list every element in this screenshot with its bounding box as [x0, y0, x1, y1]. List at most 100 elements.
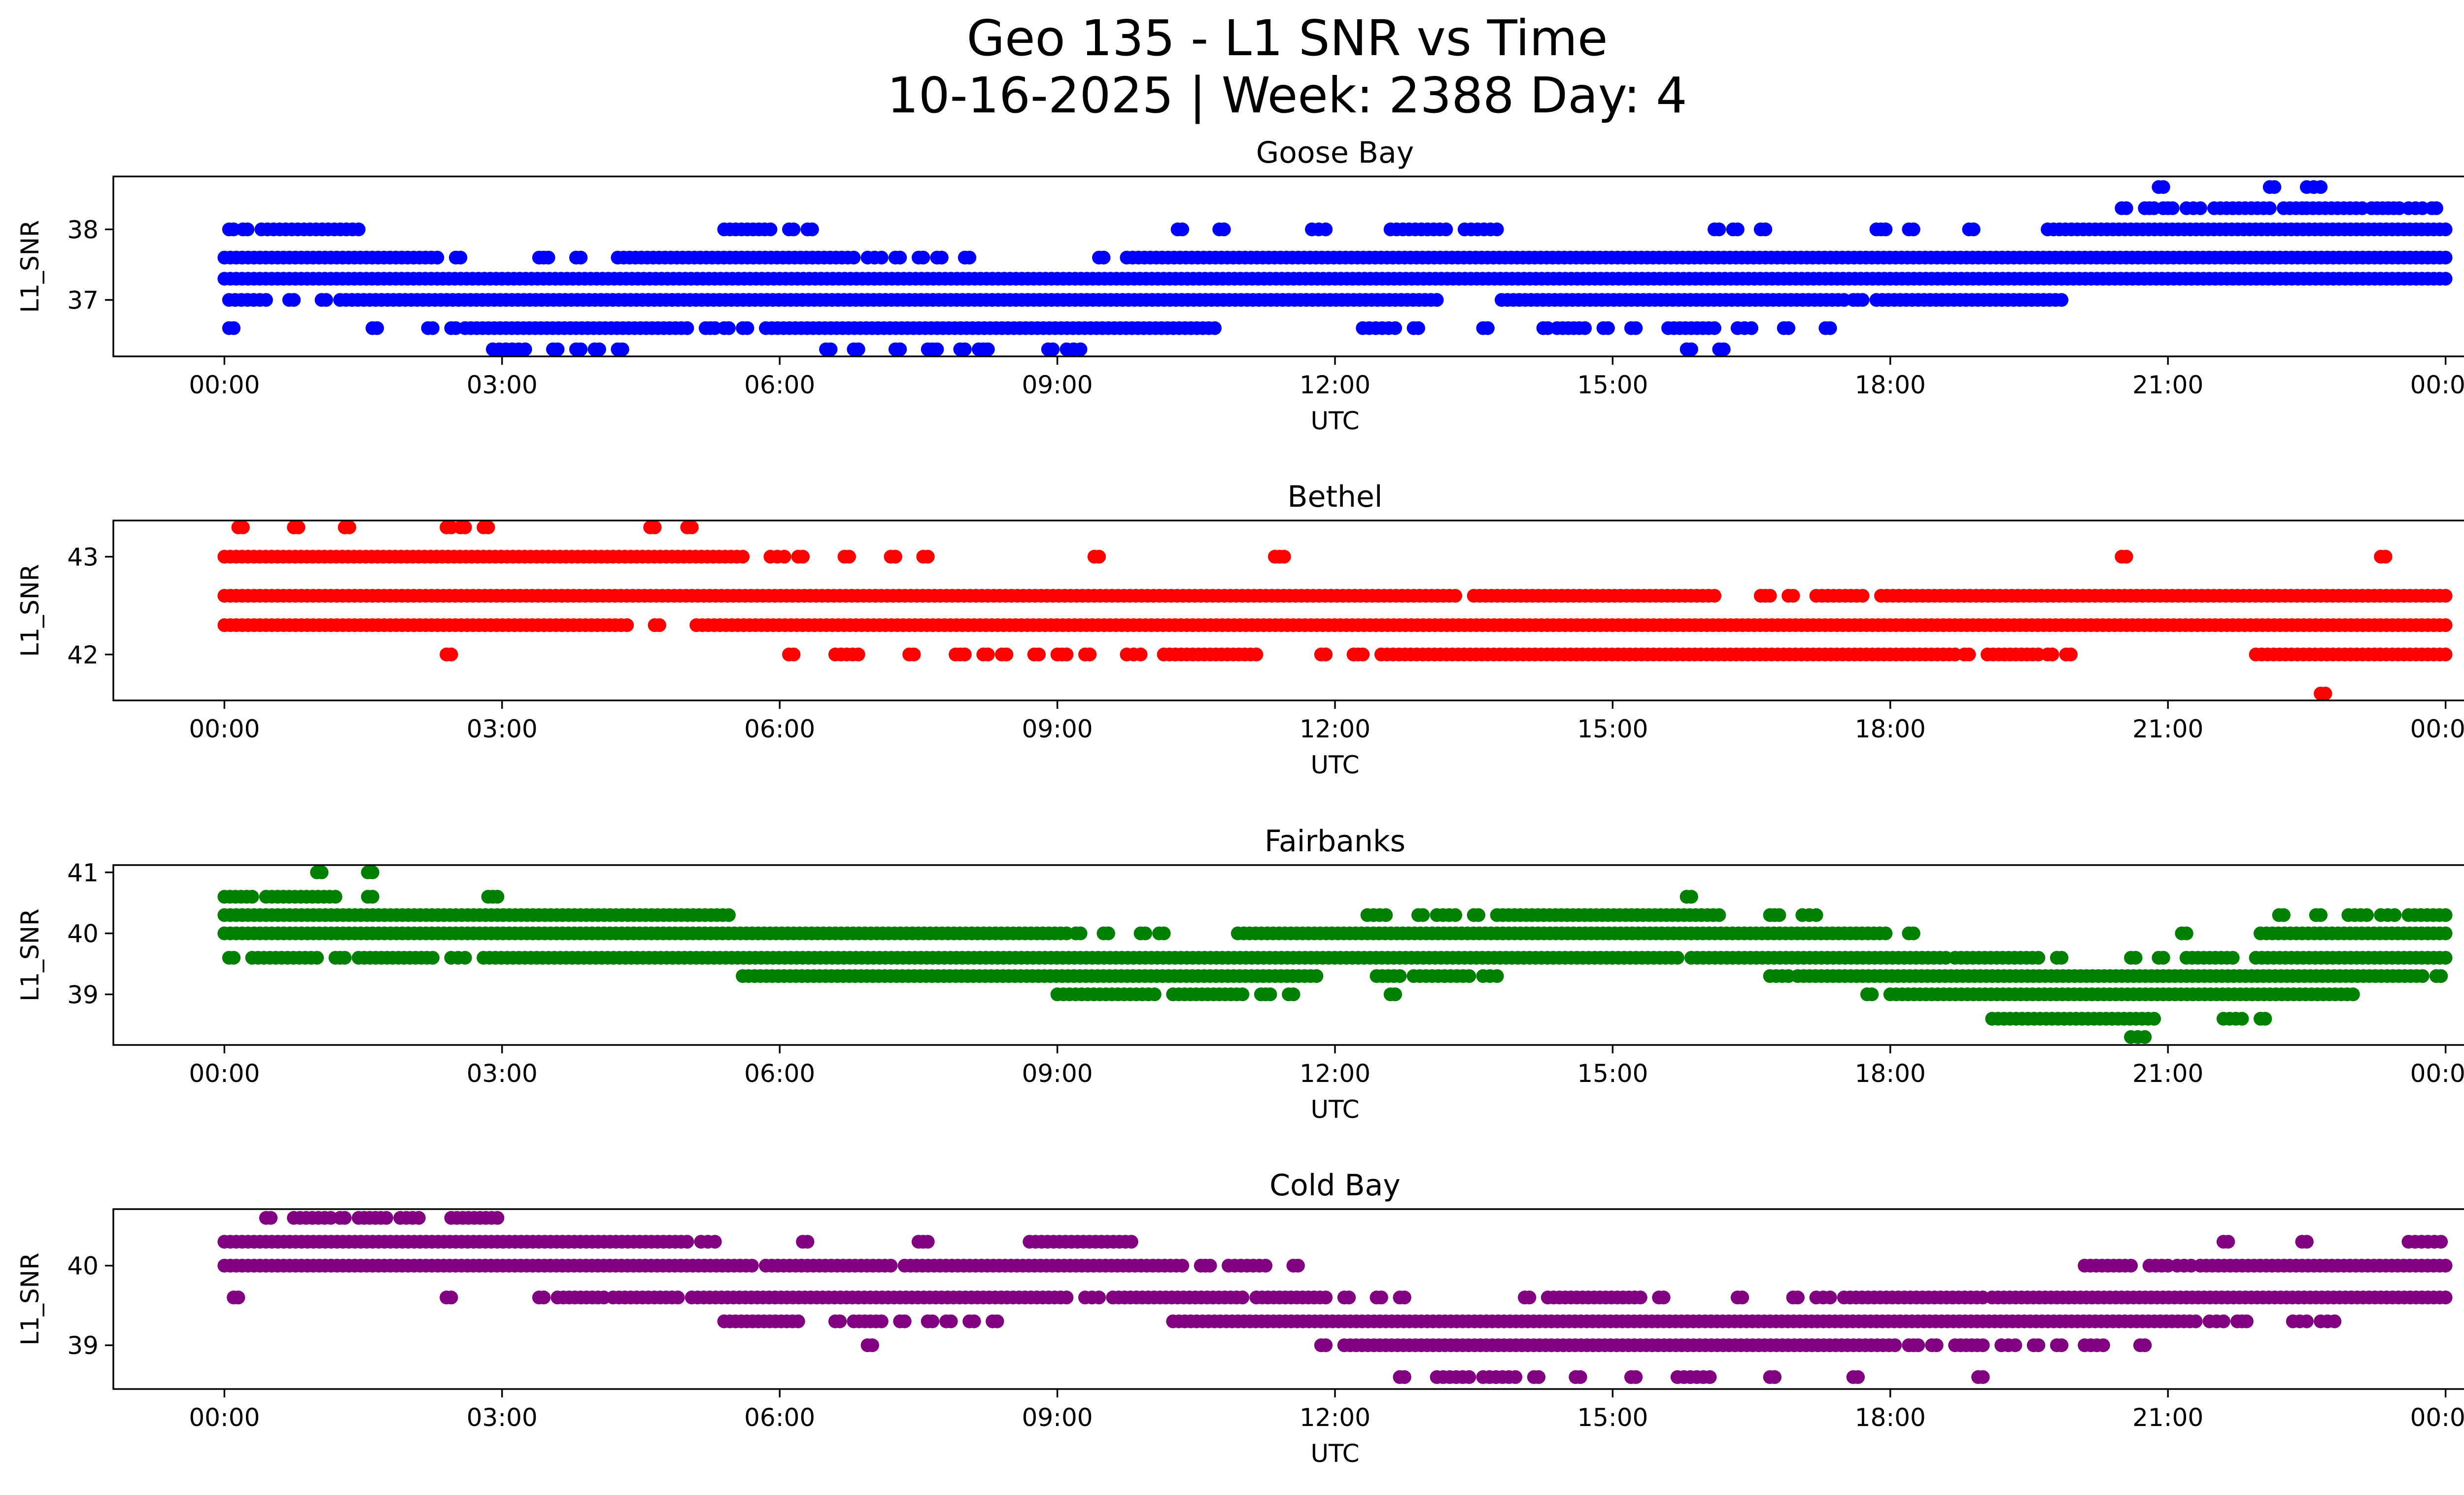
x-tick-label: 06:00 [744, 1403, 815, 1432]
data-point [2438, 250, 2453, 265]
data-point [1962, 647, 1976, 661]
data-point [425, 321, 440, 335]
data-point [1730, 222, 1745, 237]
data-point [541, 250, 555, 265]
data-point [2128, 951, 2143, 965]
data-point [1601, 321, 1615, 335]
data-point [2156, 951, 2170, 965]
data-point [2438, 272, 2453, 286]
data-point [490, 1211, 505, 1225]
y-axis-label: L1_SNR [16, 908, 44, 1002]
data-point [1712, 222, 1726, 237]
data-point [574, 342, 588, 356]
data-point [1929, 1338, 1944, 1353]
data-point [1138, 926, 1152, 940]
data-point [236, 521, 250, 534]
data-point [1703, 1370, 1717, 1384]
data-point [338, 1211, 352, 1225]
data-point [1073, 926, 1088, 940]
data-point [2438, 222, 2453, 237]
data-point [1388, 321, 1403, 335]
data-point [2239, 1314, 2254, 1328]
data-point [1490, 969, 1504, 983]
data-point [227, 321, 241, 335]
data-point [365, 865, 379, 879]
data-point [1073, 342, 1088, 356]
x-tick-label: 12:00 [1300, 1403, 1370, 1432]
data-point [2008, 1338, 2022, 1353]
panel-title: Fairbanks [1265, 824, 1405, 859]
data-point [888, 550, 902, 564]
data-point [2156, 180, 2170, 194]
data-point [231, 1290, 245, 1305]
data-point [2262, 201, 2277, 215]
data-point [721, 908, 736, 922]
x-tick-label: 06:00 [744, 371, 815, 399]
data-point [1629, 321, 1643, 335]
data-point [2429, 201, 2443, 215]
data-point [365, 890, 379, 904]
data-point [1745, 321, 1759, 335]
data-point [1708, 321, 1721, 335]
data-point [2378, 550, 2393, 564]
data-point [2415, 969, 2430, 983]
x-tick-label: 00:00 [2410, 715, 2464, 743]
x-axis-label: UTC [1310, 1439, 1359, 1468]
data-point [1966, 222, 1981, 237]
data-point [2299, 1314, 2314, 1328]
data-point [1259, 1258, 1273, 1273]
data-point [2438, 589, 2453, 603]
data-point [2360, 908, 2374, 922]
data-point [1578, 321, 1592, 335]
data-point [1786, 589, 1800, 603]
data-point [2221, 1235, 2235, 1249]
x-tick-label: 15:00 [1577, 1059, 1648, 1088]
data-point [796, 550, 810, 564]
data-point [874, 250, 889, 265]
data-point [1855, 589, 1870, 603]
x-tick-label: 12:00 [1300, 715, 1370, 743]
data-point [1763, 589, 1777, 603]
data-point [1448, 589, 1463, 603]
data-point [897, 1314, 912, 1328]
x-tick-label: 00:00 [189, 371, 260, 399]
y-tick-label: 42 [67, 641, 99, 669]
data-point [1480, 321, 1495, 335]
x-tick-label: 09:00 [1022, 1403, 1093, 1432]
data-point [1522, 1290, 1537, 1305]
data-point [1286, 987, 1300, 1002]
data-point [805, 222, 819, 237]
y-tick-label: 40 [67, 920, 99, 948]
data-point [1217, 222, 1231, 237]
data-point [1060, 1290, 1074, 1305]
data-point [907, 647, 921, 661]
data-point [620, 618, 634, 632]
x-tick-label: 06:00 [744, 715, 815, 743]
data-point [2119, 201, 2133, 215]
data-point [2438, 618, 2453, 632]
data-point [684, 521, 699, 534]
data-point [708, 1235, 722, 1249]
y-tick-label: 38 [67, 215, 99, 244]
data-point [851, 647, 865, 661]
x-tick-label: 21:00 [2132, 1403, 2203, 1432]
data-point [1781, 321, 1796, 335]
y-tick-label: 41 [67, 859, 99, 887]
data-point [787, 222, 801, 237]
x-tick-label: 03:00 [467, 1403, 538, 1432]
x-axis-label: UTC [1310, 407, 1359, 435]
x-tick-label: 18:00 [1855, 715, 1926, 743]
data-point [680, 1235, 694, 1249]
x-tick-label: 21:00 [2132, 371, 2203, 399]
data-point [1430, 293, 1444, 307]
data-point [1772, 908, 1786, 922]
data-point [1791, 1290, 1805, 1305]
x-tick-label: 21:00 [2132, 1059, 2203, 1088]
data-point [430, 250, 445, 265]
data-point [652, 618, 666, 632]
data-point [2138, 1030, 2152, 1044]
data-point [1508, 1370, 1523, 1384]
data-point [592, 342, 606, 356]
data-point [1374, 1290, 1388, 1305]
